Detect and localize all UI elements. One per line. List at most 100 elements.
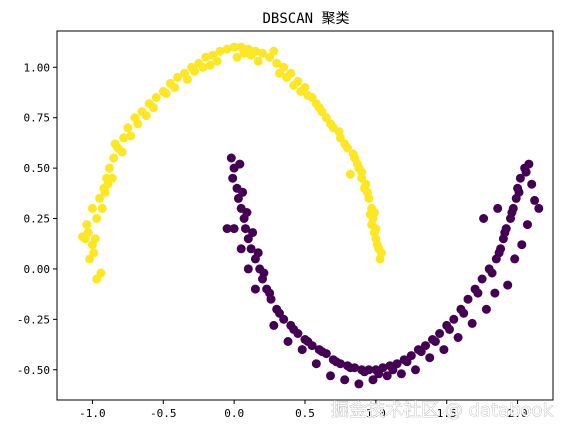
scatter-point-cluster-0 <box>229 42 239 52</box>
scatter-point-cluster-1 <box>331 357 341 367</box>
scatter-point-cluster-1 <box>222 224 232 234</box>
scatter-point-cluster-1 <box>500 228 510 238</box>
scatter-point-cluster-1 <box>453 333 463 342</box>
scatter-point-cluster-1 <box>243 264 253 274</box>
scatter-point-cluster-1 <box>487 268 497 278</box>
scatter-point-cluster-0 <box>90 234 100 244</box>
scatter-point-cluster-0 <box>104 163 114 173</box>
scatter-point-cluster-0 <box>110 139 120 149</box>
scatter-point-cluster-1 <box>396 369 406 379</box>
scatter-point-cluster-1 <box>242 208 252 217</box>
scatter-point-cluster-1 <box>229 224 239 234</box>
scatter-point-cluster-0 <box>141 111 151 121</box>
scatter-point-cluster-0 <box>78 232 87 242</box>
scatter-point-cluster-1 <box>269 320 279 330</box>
scatter-point-cluster-0 <box>119 133 129 143</box>
scatter-point-cluster-1 <box>411 365 420 375</box>
scatter-point-cluster-1 <box>360 367 369 377</box>
scatter-point-cluster-1 <box>402 357 412 367</box>
scatter-point-cluster-1 <box>374 369 384 379</box>
scatter-point-cluster-1 <box>493 203 503 213</box>
scatter-point-cluster-1 <box>248 228 258 238</box>
scatter-point-cluster-1 <box>236 244 246 254</box>
scatter-point-cluster-0 <box>369 228 379 238</box>
scatter-point-cluster-0 <box>182 74 192 84</box>
scatter-point-cluster-1 <box>382 371 392 381</box>
scatter-point-cluster-1 <box>517 240 527 250</box>
x-tick-label: 0.5 <box>295 407 315 420</box>
y-tick-label: 0.75 <box>24 112 51 125</box>
scatter-point-cluster-0 <box>198 62 208 72</box>
scatter-point-cluster-1 <box>259 268 269 278</box>
y-tick-label: 0.25 <box>24 213 51 226</box>
scatter-point-cluster-0 <box>377 248 386 258</box>
scatter-point-cluster-0 <box>92 274 102 284</box>
x-tick-label: -1.0 <box>79 407 106 420</box>
scatter-point-cluster-1 <box>235 159 245 169</box>
scatter-point-cluster-0 <box>89 248 99 258</box>
scatter-point-cluster-1 <box>527 179 537 189</box>
scatter-point-cluster-1 <box>467 318 477 328</box>
scatter-point-cluster-1 <box>246 244 256 254</box>
scatter-point-cluster-0 <box>357 167 367 177</box>
scatter-point-cluster-0 <box>303 91 313 100</box>
scatter-point-cluster-0 <box>123 123 133 133</box>
scatter-point-cluster-1 <box>265 288 275 298</box>
scatter-point-cluster-0 <box>367 220 377 230</box>
scatter-point-cluster-1 <box>459 308 469 318</box>
scatter-point-cluster-0 <box>246 50 256 60</box>
scatter-point-cluster-0 <box>190 66 199 76</box>
scatter-point-cluster-1 <box>445 324 454 334</box>
scatter-point-cluster-0 <box>133 119 143 129</box>
scatter-point-cluster-0 <box>282 72 292 82</box>
scatter-point-cluster-1 <box>297 345 307 355</box>
scatter-point-cluster-0 <box>369 208 379 217</box>
scatter-point-cluster-0 <box>100 187 110 197</box>
scatter-point-cluster-0 <box>311 99 321 109</box>
scatter-point-cluster-0 <box>275 68 284 78</box>
scatter-point-cluster-1 <box>521 167 531 177</box>
scatter-point-cluster-0 <box>258 48 267 58</box>
x-tick-label: 1.5 <box>437 407 457 420</box>
scatter-point-cluster-0 <box>109 153 119 163</box>
scatter-point-cluster-0 <box>161 89 171 98</box>
y-tick-label: -0.25 <box>17 313 50 326</box>
scatter-point-cluster-0 <box>212 56 222 66</box>
scatter-point-cluster-1 <box>463 294 473 304</box>
scatter-point-cluster-0 <box>222 44 232 54</box>
scatter-point-cluster-0 <box>269 46 279 56</box>
scatter-point-cluster-1 <box>510 254 520 264</box>
scatter-point-cluster-0 <box>95 193 104 203</box>
scatter-point-cluster-1 <box>507 208 517 217</box>
y-tick-label: 0.50 <box>24 162 51 175</box>
x-tick-label: 2.0 <box>508 407 528 420</box>
scatter-point-cluster-1 <box>425 353 435 363</box>
scatter-point-cluster-1 <box>238 187 248 197</box>
scatter-point-cluster-1 <box>289 324 299 334</box>
y-axis: -0.50 -0.25 0.00 0.25 0.50 0.75 1.00 <box>17 61 57 377</box>
scatter-point-cluster-0 <box>340 139 350 149</box>
y-tick-label: 0.00 <box>24 263 51 276</box>
scatter-point-cluster-1 <box>303 337 313 346</box>
x-tick-label: 0.0 <box>224 407 244 420</box>
scatter-point-cluster-1 <box>524 159 534 169</box>
scatter-point-cluster-0 <box>205 60 215 70</box>
scatter-point-cluster-0 <box>289 80 299 90</box>
scatter-point-cluster-0 <box>148 103 158 113</box>
scatter-point-cluster-1 <box>340 375 350 385</box>
scatter-point-cluster-0 <box>352 159 362 169</box>
scatter-point-cluster-1 <box>477 274 487 284</box>
y-tick-label: -0.50 <box>17 364 50 377</box>
scatter-point-cluster-0 <box>362 187 372 197</box>
scatter-points <box>78 42 544 389</box>
scatter-point-cluster-0 <box>372 240 382 250</box>
scatter-point-cluster-0 <box>326 119 335 129</box>
scatter-point-cluster-1 <box>514 187 524 197</box>
scatter-point-cluster-0 <box>272 58 282 68</box>
scatter-point-cluster-0 <box>97 203 107 213</box>
scatter-point-cluster-0 <box>317 107 327 117</box>
scatter-point-cluster-0 <box>239 48 249 58</box>
scatter-point-cluster-0 <box>117 147 127 157</box>
scatter-point-cluster-0 <box>361 179 371 189</box>
